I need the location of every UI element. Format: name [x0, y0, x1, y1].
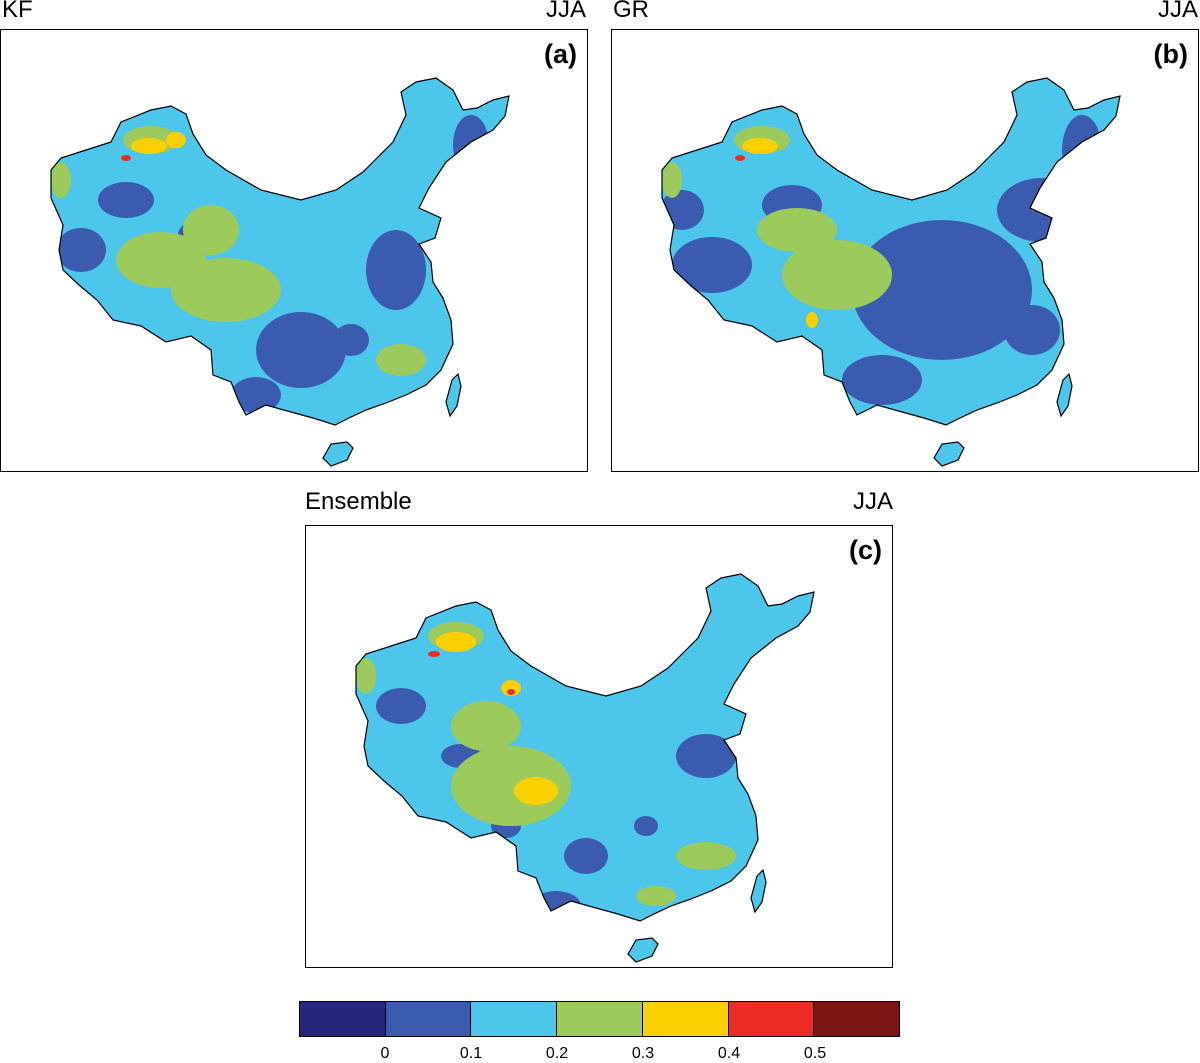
panel-b-title-left: GR	[613, 0, 649, 23]
field-patch	[636, 886, 676, 906]
panel-c-label: (c)	[849, 535, 882, 565]
panel-a-title-right: JJA	[545, 0, 586, 23]
field-patch	[564, 838, 608, 874]
field-patch	[634, 816, 658, 836]
field-patch	[333, 324, 369, 356]
field-patch	[366, 230, 426, 310]
panel-a-map	[50, 77, 510, 467]
panel-b-map	[661, 77, 1121, 467]
colorbar	[299, 1001, 900, 1037]
field-patch	[376, 344, 426, 376]
field-layer	[662, 78, 1120, 466]
panel-b-map-frame: (b)	[611, 29, 1199, 472]
colorbar-tick: 0.4	[717, 1045, 741, 1062]
panel-b: GR JJA (b)	[611, 0, 1200, 475]
field-patch	[806, 312, 818, 328]
field-patch	[742, 138, 778, 154]
panel-c-title-left: Ensemble	[305, 488, 412, 515]
field-patch	[672, 237, 752, 293]
taiwan-outline	[750, 868, 767, 914]
colorbar-box	[814, 1002, 900, 1036]
field-patch	[51, 162, 71, 198]
field-patch	[1062, 115, 1102, 185]
colorbar-box	[385, 1002, 472, 1036]
field-layer	[356, 574, 814, 962]
field-patch	[531, 891, 581, 921]
panel-b-title-right: JJA	[1157, 0, 1198, 23]
colorbar-box	[300, 1002, 386, 1036]
hainan-outline	[322, 441, 354, 467]
panel-c-map-frame: (c)	[305, 525, 893, 968]
field-patch	[676, 734, 736, 778]
field-patch	[116, 232, 206, 288]
field-patch	[56, 228, 106, 272]
field-layer	[51, 78, 509, 466]
panel-b-label: (b)	[1153, 39, 1188, 69]
country-outline	[355, 573, 815, 922]
field-patch	[514, 777, 558, 805]
hainan-outline	[933, 441, 965, 467]
field-patch	[501, 680, 521, 696]
field-patch	[735, 155, 745, 161]
field-patch	[997, 178, 1087, 242]
panel-c: Ensemble JJA (c)	[305, 488, 895, 970]
panel-a-title-left: KF	[2, 0, 33, 23]
field-patch	[451, 746, 571, 826]
colorbar-tick: 0.5	[803, 1045, 827, 1062]
field-patch	[852, 220, 1032, 360]
field-patch	[376, 688, 426, 724]
field-patch	[507, 689, 515, 695]
field-patch	[757, 208, 837, 252]
field-patch	[453, 115, 489, 175]
field-patch	[676, 842, 736, 870]
country-outline	[50, 77, 510, 426]
colorbar-tick: 0	[380, 1045, 390, 1062]
country-outline	[661, 77, 1121, 426]
colorbar-box	[642, 1002, 729, 1036]
panel-a: KF JJA (a)	[0, 0, 590, 475]
field-patch	[256, 312, 346, 388]
colorbar-tick: 0.3	[631, 1045, 655, 1062]
field-patch	[131, 138, 167, 154]
field-patch	[166, 132, 186, 148]
field-patch	[183, 205, 239, 255]
field-patch	[842, 355, 922, 405]
field-patch	[1004, 305, 1060, 355]
panel-a-label: (a)	[544, 39, 577, 69]
colorbar-box	[471, 1002, 558, 1036]
field-patch	[428, 651, 440, 657]
field-patch	[121, 155, 131, 161]
hainan-outline	[627, 937, 659, 963]
field-patch	[436, 632, 476, 652]
colorbar-box	[557, 1002, 643, 1036]
colorbar-tick: 0.2	[545, 1045, 569, 1062]
field-patch	[98, 182, 154, 218]
field-patch	[662, 162, 682, 198]
taiwan-outline	[1056, 372, 1073, 418]
field-patch	[782, 240, 892, 310]
field-background	[356, 574, 814, 962]
field-patch	[451, 701, 521, 751]
field-patch	[231, 377, 281, 413]
field-patch	[356, 658, 376, 694]
panel-c-title-right: JJA	[852, 488, 893, 515]
colorbar-tick: 0.1	[459, 1045, 483, 1062]
taiwan-outline	[445, 372, 462, 418]
field-patch	[662, 190, 704, 230]
panel-a-map-frame: (a)	[0, 29, 588, 472]
colorbar-box	[728, 1002, 815, 1036]
panel-c-map	[355, 573, 815, 963]
